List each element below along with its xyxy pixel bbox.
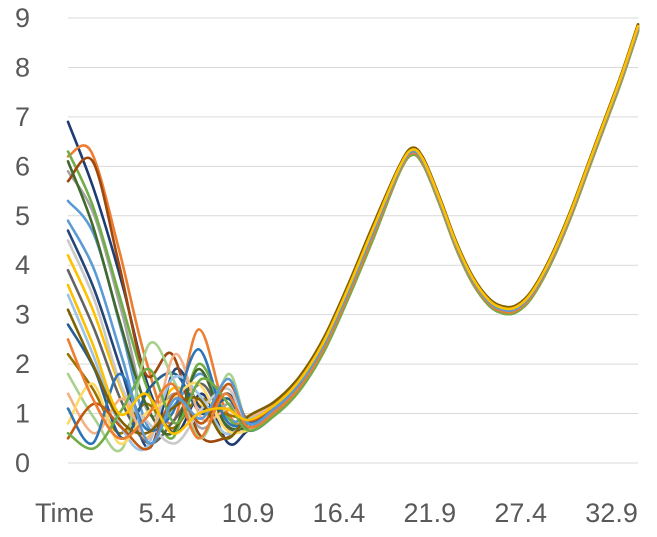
series-line-22 <box>66 28 640 441</box>
x-tick-label: 21.9 <box>404 498 457 528</box>
y-tick-label: 8 <box>15 52 30 82</box>
x-tick-label: 32.9 <box>585 498 638 528</box>
y-tick-label: 0 <box>15 448 30 478</box>
y-tick-label: 4 <box>15 250 30 280</box>
y-tick-label: 7 <box>15 102 30 132</box>
x-tick-label: 16.4 <box>313 498 366 528</box>
series-line-6 <box>66 30 640 440</box>
y-axis-tick-labels: 0 1 2 3 4 5 6 7 8 9 <box>15 3 30 478</box>
y-tick-label: 6 <box>15 151 30 181</box>
series-line-5 <box>66 23 640 433</box>
series-line-23 <box>66 26 640 445</box>
series-line-17 <box>66 28 640 445</box>
series-line-8 <box>66 26 640 443</box>
series-line-18 <box>66 26 640 445</box>
series-line-24 <box>66 24 640 435</box>
y-tick-label: 2 <box>15 349 30 379</box>
series-line-3 <box>66 26 640 430</box>
x-tick-label: 10.9 <box>222 498 275 528</box>
x-axis-tick-labels: Time 5.4 10.9 16.4 21.9 27.4 32.9 <box>35 498 638 528</box>
y-tick-label: 3 <box>15 300 30 330</box>
series-line-2 <box>66 28 640 429</box>
y-tick-label: 9 <box>15 3 30 33</box>
series-line-11 <box>66 30 640 440</box>
x-tick-label: Time <box>35 498 94 528</box>
series-line-9 <box>66 24 640 445</box>
x-tick-label: 5.4 <box>138 498 176 528</box>
y-tick-label: 5 <box>15 201 30 231</box>
y-tick-label: 1 <box>15 399 30 429</box>
series-lines <box>66 23 640 453</box>
x-tick-label: 27.4 <box>494 498 547 528</box>
gridlines <box>68 17 638 464</box>
